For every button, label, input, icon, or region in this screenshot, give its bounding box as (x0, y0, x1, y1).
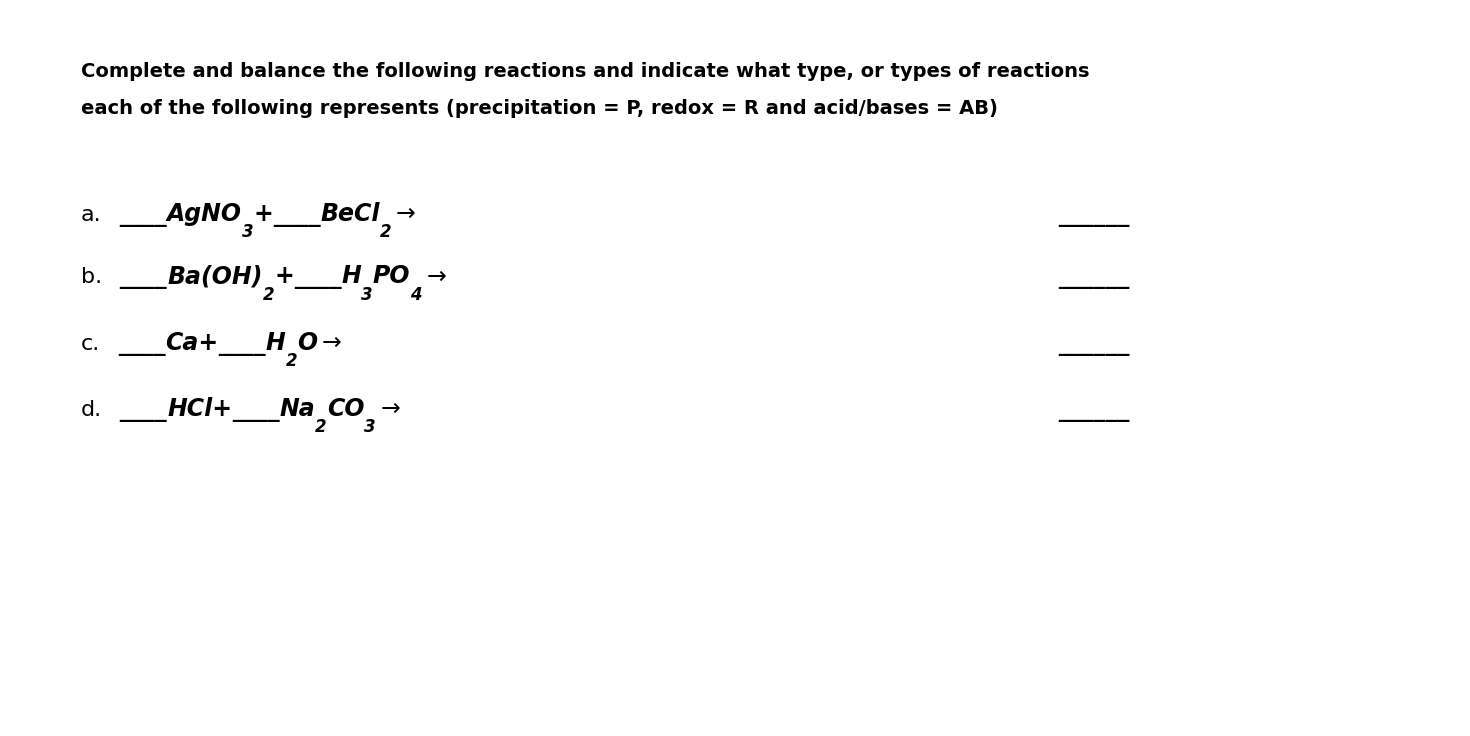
Text: AgNO: AgNO (166, 202, 241, 226)
Text: 3: 3 (241, 223, 253, 241)
Text: d.: d. (81, 400, 101, 420)
Text: Complete and balance the following reactions and indicate what type, or types of: Complete and balance the following react… (81, 63, 1089, 81)
Text: BeCl: BeCl (320, 202, 379, 226)
Text: ____: ____ (119, 266, 168, 289)
Text: a.: a. (81, 205, 101, 224)
Text: ____: ____ (294, 266, 341, 289)
Text: 3: 3 (362, 286, 373, 303)
Text: PO: PO (373, 264, 410, 289)
Text: each of the following represents (precipitation = P, redox = R and acid/bases = : each of the following represents (precip… (81, 99, 998, 118)
Text: 3: 3 (365, 418, 376, 436)
Text: ____: ____ (119, 398, 168, 422)
Text: Ca+: Ca+ (165, 330, 219, 355)
Text: ____: ____ (232, 398, 279, 422)
Text: 2: 2 (263, 286, 273, 303)
Text: 4: 4 (410, 286, 422, 303)
Text: →: → (381, 397, 400, 421)
Text: Na: Na (279, 397, 316, 421)
Text: ______: ______ (1058, 203, 1129, 227)
Text: Ba(OH): Ba(OH) (168, 264, 263, 289)
Text: O: O (297, 330, 318, 355)
Text: ______: ______ (1058, 398, 1129, 422)
Text: H: H (341, 264, 362, 289)
Text: ____: ____ (118, 332, 165, 355)
Text: ______: ______ (1058, 266, 1129, 289)
Text: →: → (395, 202, 416, 226)
Text: ____: ____ (219, 332, 266, 355)
Text: 2: 2 (285, 352, 297, 369)
Text: →: → (322, 330, 341, 355)
Text: +: + (253, 202, 273, 226)
Text: →: → (426, 264, 445, 289)
Text: H: H (266, 330, 285, 355)
Text: 2: 2 (316, 418, 326, 436)
Text: ____: ____ (273, 203, 320, 227)
Text: +: + (273, 264, 294, 289)
Text: c.: c. (81, 333, 100, 353)
Text: b.: b. (81, 267, 101, 287)
Text: ____: ____ (119, 203, 166, 227)
Text: 2: 2 (379, 223, 391, 241)
Text: ______: ______ (1058, 332, 1129, 355)
Text: HCl+: HCl+ (168, 397, 232, 421)
Text: CO: CO (326, 397, 365, 421)
